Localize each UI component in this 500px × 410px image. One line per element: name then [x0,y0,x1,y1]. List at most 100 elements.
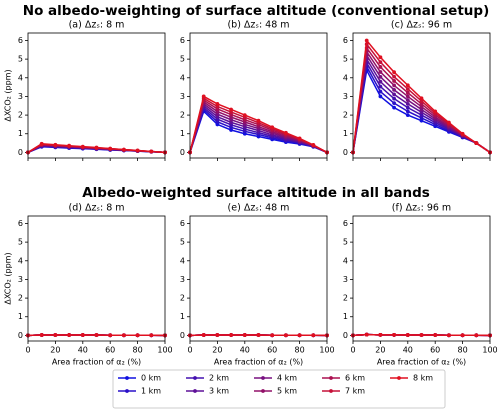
point [405,333,410,337]
legend-label: 8 km [413,374,433,383]
y-tick-label: 1 [343,129,348,138]
point [122,147,126,152]
y-axis-label: ΔXCO₂ (ppm) [4,252,13,304]
y-tick-label: 3 [180,275,185,284]
x-axis-label: Area fraction of α₂ (%) [52,358,141,367]
axes-frame [189,215,328,342]
x-tick-label: 40 [240,346,250,355]
figure-title: No albedo-weighting of surface altitude … [23,3,489,19]
point [419,113,424,117]
y-tick-label: 3 [180,92,185,101]
x-tick-label: 0 [350,346,355,355]
point [447,333,451,338]
y-tick-label: 4 [180,256,185,265]
point [378,55,383,60]
point [392,79,396,83]
point [433,109,438,114]
point [149,333,154,338]
point [229,115,234,120]
x-tick-label: 60 [430,346,440,355]
point [392,70,396,75]
point [378,79,383,84]
legend-label: 0 km [141,374,161,383]
y-tick-label: 1 [180,312,185,321]
x-axis-label: Area fraction of α₂ (%) [214,358,303,367]
point [229,125,234,130]
point [215,119,220,124]
legend-marker [193,376,197,380]
point [122,333,126,338]
point [419,118,424,123]
y-tick-label: 0 [180,331,185,340]
figure-title: Albedo-weighted surface altitude in all … [82,185,430,201]
y-tick-label: 4 [343,256,348,265]
legend-marker [329,389,333,393]
point [378,65,383,69]
point [215,112,220,117]
point [378,94,383,99]
y-tick-label: 3 [343,92,348,101]
point [419,115,424,120]
y-tick-label: 4 [18,73,23,82]
point [215,101,220,106]
point [53,333,58,337]
point [378,70,383,74]
legend-marker [397,376,401,380]
point [364,332,369,337]
point [229,117,234,122]
panel-title: (a) Δzₛ: 8 m [69,20,125,31]
legend-marker [193,389,197,393]
legend-label: 5 km [277,387,297,396]
y-tick-label: 3 [18,275,23,284]
y-axis-label: ΔXCO₂ (ppm) [4,69,13,121]
y-tick-label: 3 [343,275,348,284]
point [378,60,383,65]
point [392,105,396,110]
x-tick-label: 60 [105,346,115,355]
legend-label: 7 km [345,387,365,396]
point [405,105,410,110]
x-tick-label: 40 [78,346,88,355]
point [474,141,479,145]
y-tick-label: 1 [18,129,23,138]
y-tick-label: 0 [18,331,23,340]
point [39,333,44,337]
axes-frame [27,32,166,159]
point [419,104,424,109]
point [67,143,71,148]
point [201,333,206,337]
point [405,109,410,114]
point [284,130,288,135]
point [405,101,410,106]
point [447,120,451,125]
point [215,104,220,109]
point [405,94,410,99]
point [215,122,220,127]
point [405,87,410,91]
point [378,332,383,337]
legend-label: 4 km [277,374,297,383]
point [229,110,234,115]
point [94,333,99,337]
point [392,88,396,92]
x-tick-label: 80 [458,346,468,355]
point [392,92,396,97]
point [378,89,383,94]
point [460,131,465,136]
point [242,333,247,337]
point [215,333,220,337]
x-tick-label: 40 [403,346,413,355]
y-tick-label: 0 [180,148,185,157]
point [242,113,247,117]
x-tick-label: 100 [319,346,334,355]
y-tick-label: 0 [343,331,348,340]
x-tick-label: 0 [187,346,192,355]
point [460,333,465,338]
point [419,101,424,106]
point [108,146,113,151]
y-tick-label: 6 [343,219,348,228]
point [53,142,58,147]
y-tick-label: 6 [18,219,23,228]
point [311,333,316,338]
point [297,333,302,338]
